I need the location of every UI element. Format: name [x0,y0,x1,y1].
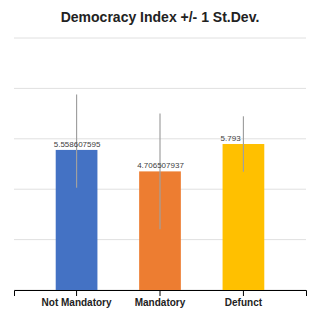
tick-mark [160,290,161,296]
chart: Democracy Index +/- 1 St.Dev. 5.558607595… [0,0,320,320]
data-label: 5.558607595 [54,140,101,149]
data-label: 4.706507937 [137,161,184,170]
data-label: 5.793 [221,134,242,143]
grid-line [14,88,306,89]
error-bar [243,116,244,171]
tick-mark [76,290,77,296]
grid [14,38,306,290]
tick-mark [243,290,244,296]
plot: 5.558607595 4.706507937 5.793 Not Mandatory… [14,38,307,308]
x-axis: Not Mandatory Mandatory Defunct [15,290,307,308]
tick-label: Mandatory [135,297,186,308]
tick-label: Defunct [225,297,263,308]
grid-line [14,38,306,39]
tick: Mandatory [135,290,186,308]
axis-line [15,291,307,297]
tick: Not Mandatory [42,290,112,308]
marks [56,94,265,290]
error-bar [159,113,160,229]
data-labels: 5.558607595 4.706507937 5.793 [54,134,241,170]
tick-label: Not Mandatory [42,297,112,308]
tick: Defunct [225,290,263,308]
title: Democracy Index +/- 1 St.Dev. [61,9,260,25]
